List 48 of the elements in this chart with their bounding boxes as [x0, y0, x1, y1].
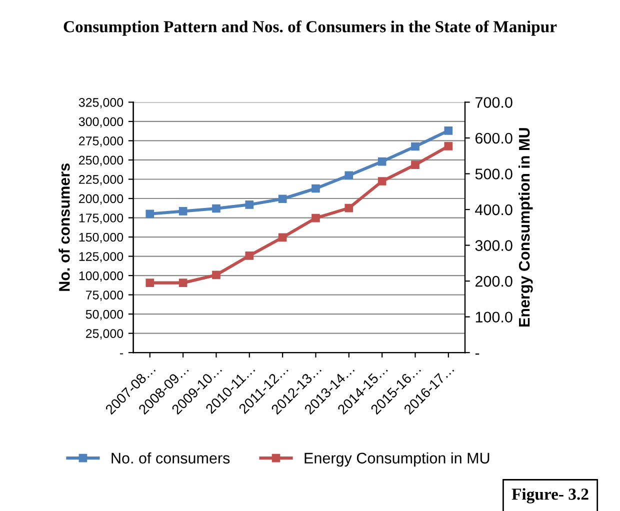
point: [278, 233, 287, 242]
y-tick-label: 200,000: [79, 194, 124, 205]
y-tick-label: 225,000: [79, 175, 124, 186]
y2-tick-label: -: [475, 353, 480, 355]
y2-tick-label: 300.0: [475, 240, 512, 251]
point: [378, 177, 386, 186]
point: [344, 171, 354, 180]
point: [278, 194, 287, 204]
y2-tick-label: 700.0: [476, 97, 512, 108]
point: [146, 278, 154, 288]
y-tick-label: 275,000: [79, 136, 124, 147]
legend-label: No. of consumers: [112, 452, 230, 464]
y-tick-label: 25,000: [86, 329, 124, 340]
point: [378, 157, 386, 166]
y-tick-label: 300,000: [78, 117, 124, 128]
y-tick-label: 325,000: [78, 98, 124, 108]
point: [146, 210, 154, 218]
y-axis-title: No. of consumers: [58, 164, 70, 291]
point: [212, 270, 220, 280]
y-tick-label: 150,000: [79, 232, 124, 244]
y2-axis-title: Energy Consumption in MU: [518, 128, 533, 327]
point: [312, 184, 320, 193]
y2-tick-label: 100.0: [476, 312, 512, 323]
chart-title: Consumption Pattern and Nos. of Consumers in the State of Manipur: [64, 20, 557, 36]
point: [444, 126, 453, 135]
point: [212, 204, 220, 213]
y2-tick-label: 200.0: [475, 276, 512, 287]
point: [344, 204, 354, 212]
point: [178, 207, 188, 216]
y-tick-label: 175,000: [79, 214, 124, 224]
point: [178, 278, 188, 288]
text: Figure- 3.2: [512, 488, 588, 504]
y-tick-label: 250,000: [79, 156, 124, 166]
point: [245, 251, 254, 260]
y-tick-label: 100,000: [79, 271, 124, 282]
point: [245, 200, 254, 209]
y-tick-label: 75,000: [86, 290, 124, 301]
y-tick-label: 50,000: [86, 310, 124, 320]
y-tick-label: 125,000: [79, 252, 124, 262]
point: [444, 142, 453, 150]
y-tick-label: -: [120, 353, 124, 354]
point: [411, 142, 420, 151]
y2-tick-label: 500.0: [475, 168, 512, 180]
legend-label: Energy Consumption in MU: [304, 452, 490, 467]
point: [312, 214, 320, 222]
y2-tick-label: 600.0: [476, 132, 512, 144]
y2-tick-label: 400.0: [475, 204, 512, 216]
point: [411, 160, 420, 169]
